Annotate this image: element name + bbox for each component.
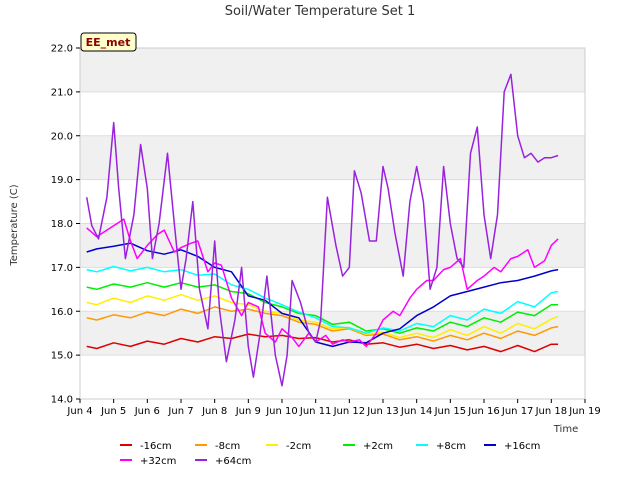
x-tick-label: Jun 9 bbox=[235, 406, 261, 417]
x-tick-label: Jun 17 bbox=[501, 406, 534, 417]
x-tick-label: Jun 8 bbox=[201, 406, 227, 417]
x-tick-label: Jun 5 bbox=[100, 406, 126, 417]
legend: -16cm -8cm -2cm +2cm +8cm +16cm +32cm +64cm bbox=[120, 441, 540, 467]
y-tick-label: 14.0 bbox=[51, 395, 73, 406]
x-tick-label: Jun 14 bbox=[400, 406, 433, 417]
plot-band bbox=[80, 48, 585, 92]
y-tick-label: 16.0 bbox=[51, 307, 73, 318]
x-tick-label: Jun 13 bbox=[366, 406, 399, 417]
series-line-8cm bbox=[86, 265, 559, 334]
plot-band bbox=[80, 135, 585, 180]
x-tick-label: Jun 15 bbox=[434, 406, 467, 417]
legend-label: -2cm bbox=[286, 441, 311, 452]
legend-label: +16cm bbox=[504, 441, 540, 452]
series-lines bbox=[85, 73, 559, 387]
legend-label: +32cm bbox=[140, 456, 176, 467]
series-line-8cm bbox=[86, 306, 559, 342]
y-tick-label: 19.0 bbox=[51, 175, 73, 186]
y-tick-label: 22.0 bbox=[51, 44, 73, 55]
legend-label: +64cm bbox=[215, 456, 251, 467]
legend-label: -8cm bbox=[215, 441, 240, 452]
y-axis-ticks: 14.0 15.0 16.0 17.0 18.0 19.0 20.0 21.0 22.0 bbox=[51, 44, 80, 406]
x-tick-label: Jun 18 bbox=[535, 406, 568, 417]
legend-label: -16cm bbox=[140, 441, 172, 452]
series-line-16cm bbox=[86, 333, 559, 353]
x-tick-label: Jun 19 bbox=[568, 406, 601, 417]
series-line-64cm bbox=[85, 73, 559, 387]
series-line-32cm bbox=[86, 218, 559, 348]
station-badge: EE_met bbox=[80, 32, 137, 52]
series-line-2cm bbox=[86, 281, 559, 334]
y-tick-label: 21.0 bbox=[51, 87, 73, 98]
chart-title: Soil/Water Temperature Set 1 bbox=[225, 4, 416, 19]
plot-bands bbox=[80, 48, 585, 356]
legend-label: +8cm bbox=[436, 441, 466, 452]
x-axis-ticks: Jun 4 Jun 5 Jun 6 Jun 7 Jun 8 Jun 9 Jun 10 Jun … bbox=[66, 399, 601, 417]
y-tick-label: 20.0 bbox=[51, 131, 73, 142]
x-tick-label: Jun 11 bbox=[299, 406, 332, 417]
y-axis-label: Temperature (C) bbox=[9, 184, 20, 266]
y-tick-label: 17.0 bbox=[51, 263, 73, 274]
station-badge-text: EE_met bbox=[86, 36, 131, 49]
x-tick-label: Jun 12 bbox=[333, 406, 366, 417]
y-tick-label: 18.0 bbox=[51, 219, 73, 230]
x-tick-label: Jun 6 bbox=[134, 406, 160, 417]
series-line-2cm bbox=[86, 293, 559, 339]
legend-label: +2cm bbox=[363, 441, 393, 452]
x-tick-label: Jun 7 bbox=[167, 406, 193, 417]
series-line-16cm bbox=[86, 242, 559, 348]
x-axis-label: Time bbox=[553, 424, 578, 435]
x-tick-label: Jun 4 bbox=[66, 406, 92, 417]
x-tick-label: Jun 16 bbox=[467, 406, 500, 417]
x-tick-label: Jun 10 bbox=[265, 406, 298, 417]
y-tick-label: 15.0 bbox=[51, 351, 73, 362]
